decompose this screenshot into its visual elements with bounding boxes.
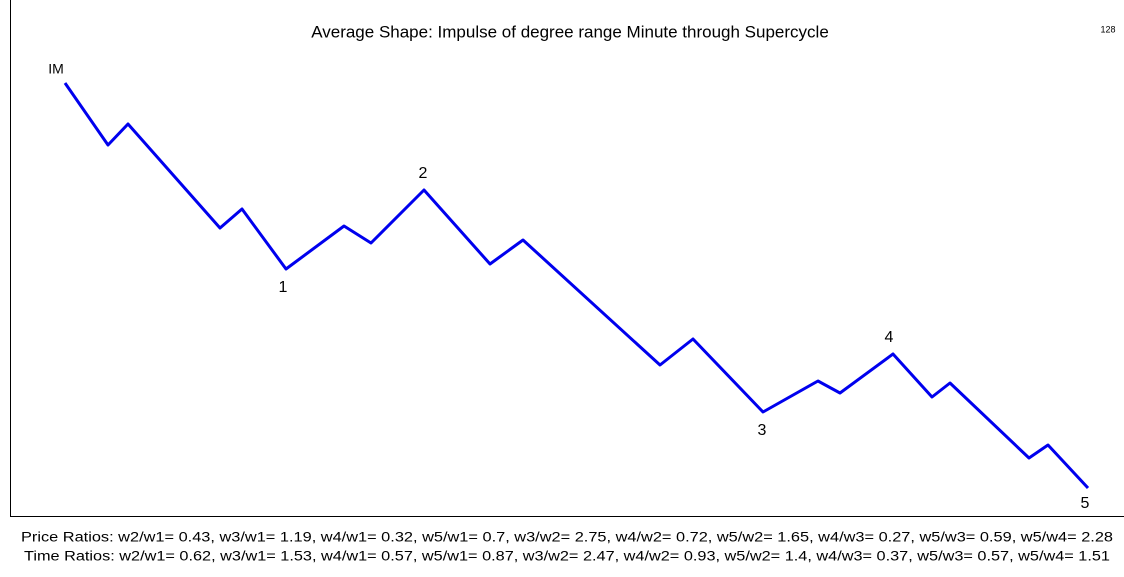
wave-label: IM bbox=[48, 61, 64, 77]
price-ratios: Price Ratios: w2/w1= 0.43, w3/w1= 1.19, … bbox=[21, 530, 1113, 545]
time-ratios: Time Ratios: w2/w1= 0.62, w3/w1= 1.53, w… bbox=[24, 549, 1110, 564]
corner-label: 128 bbox=[1100, 24, 1115, 34]
wave-label: 5 bbox=[1081, 495, 1090, 512]
wave-label: 3 bbox=[758, 422, 767, 439]
wave-label: 1 bbox=[279, 279, 288, 296]
wave-label: 2 bbox=[419, 165, 428, 182]
wave-line bbox=[63, 82, 1090, 490]
title: Average Shape: Impulse of degree range M… bbox=[311, 22, 829, 41]
wave-label: 4 bbox=[885, 329, 894, 346]
